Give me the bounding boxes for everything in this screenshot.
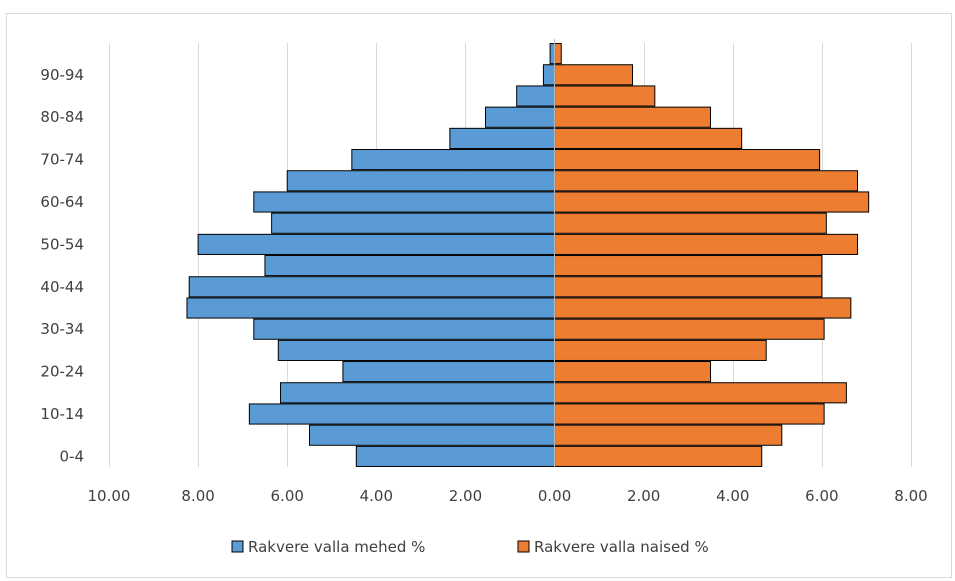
- x-tick-label: 10.00: [88, 487, 131, 505]
- y-tick-label: 10-14: [40, 405, 84, 423]
- y-tick-label: 60-64: [40, 193, 84, 211]
- bar-female: [554, 382, 847, 404]
- bar-male: [188, 276, 556, 298]
- legend-swatch: [231, 540, 244, 553]
- bar-female: [554, 149, 821, 171]
- bar-male: [248, 403, 556, 425]
- x-tick-label: 2.00: [449, 487, 482, 505]
- x-tick-label: 2.00: [627, 487, 660, 505]
- bar-male: [253, 191, 556, 213]
- y-tick-label: 0-4: [60, 447, 85, 465]
- bars: [186, 43, 870, 467]
- legend-swatch: [517, 540, 530, 553]
- y-axis-ticks: 0-4 10-14 20-24 30-34 40-44 50-54 60-64 70-74 80…: [40, 66, 84, 466]
- bar-male: [197, 233, 556, 255]
- bar-female: [554, 276, 823, 298]
- bar-male: [309, 424, 556, 446]
- bar-female: [554, 170, 859, 192]
- bar-female: [554, 255, 823, 277]
- bar-female: [554, 85, 656, 107]
- y-tick-label: 50-54: [40, 235, 84, 253]
- bar-male: [542, 64, 556, 86]
- bar-male: [516, 85, 556, 107]
- bar-male: [280, 382, 556, 404]
- x-axis-ticks: 10.00 8.00 6.00 4.00 2.00 0.00 2.00 4.00 6.00 8.0…: [88, 487, 928, 505]
- x-tick-label: 6.00: [805, 487, 838, 505]
- bar-female: [554, 191, 870, 213]
- legend: Rakvere valla mehed % Rakvere valla naise…: [231, 538, 709, 556]
- bar-female: [554, 233, 859, 255]
- bar-male: [449, 127, 556, 149]
- bar-female: [554, 297, 852, 319]
- bar-female: [554, 445, 763, 467]
- bar-female: [554, 403, 825, 425]
- bar-male: [549, 43, 556, 65]
- legend-label: Rakvere valla naised %: [534, 538, 709, 556]
- bar-female: [554, 106, 711, 128]
- x-tick-label: 8.00: [894, 487, 927, 505]
- bar-male: [264, 255, 556, 277]
- bar-male: [286, 170, 556, 192]
- bar-male: [186, 297, 556, 319]
- y-tick-label: 30-34: [40, 320, 84, 338]
- bar-female: [554, 361, 711, 383]
- x-tick-label: 0.00: [538, 487, 571, 505]
- bar-female: [554, 424, 783, 446]
- bar-female: [554, 212, 827, 234]
- x-tick-label: 4.00: [716, 487, 749, 505]
- bar-male: [484, 106, 556, 128]
- bar-male: [351, 149, 556, 171]
- legend-label: Rakvere valla mehed %: [248, 538, 425, 556]
- x-tick-label: 8.00: [181, 487, 214, 505]
- bar-male: [342, 361, 556, 383]
- bar-male: [355, 445, 556, 467]
- x-tick-label: 6.00: [271, 487, 304, 505]
- bar-male: [277, 339, 556, 361]
- y-tick-label: 20-24: [40, 363, 84, 381]
- y-tick-label: 70-74: [40, 151, 84, 169]
- bar-female: [554, 318, 825, 340]
- bar-male: [271, 212, 556, 234]
- y-tick-label: 90-94: [40, 66, 84, 84]
- bar-female: [554, 64, 634, 86]
- bar-female: [554, 43, 562, 65]
- y-tick-label: 80-84: [40, 108, 84, 126]
- bar-female: [554, 339, 767, 361]
- bar-male: [253, 318, 556, 340]
- y-tick-label: 40-44: [40, 278, 84, 296]
- bar-female: [554, 127, 743, 149]
- x-tick-label: 4.00: [360, 487, 393, 505]
